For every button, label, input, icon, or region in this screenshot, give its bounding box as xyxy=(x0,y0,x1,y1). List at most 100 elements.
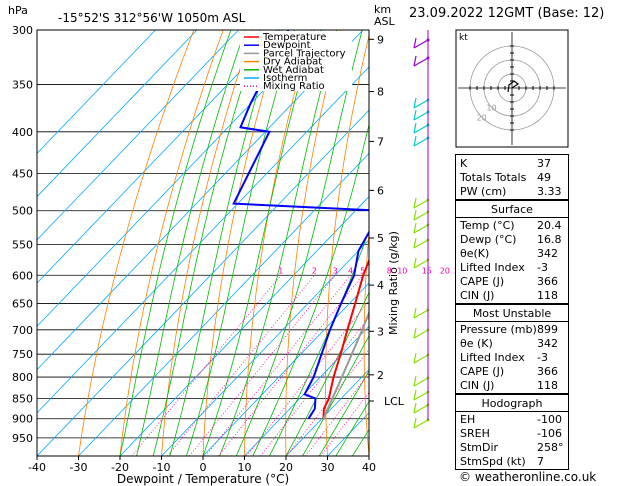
mu-pressure-label: Pressure (mb) xyxy=(460,323,537,336)
wind-barb-flag xyxy=(413,55,417,67)
wind-barb-flag xyxy=(413,109,417,121)
mixing-ratio-line xyxy=(305,372,369,456)
legend-label: Mixing Ratio xyxy=(263,81,325,92)
isotherm-line xyxy=(37,30,239,241)
mixing-ratio-label: 4 xyxy=(348,266,353,275)
dry-adiabat-line xyxy=(244,30,312,456)
surface-cape-value: 366 xyxy=(537,275,558,288)
location-title: -15°52'S 312°56'W 1050m ASL xyxy=(58,11,246,25)
most-unstable-panel: Most Unstable Pressure (mb) 899 θe (K) 3… xyxy=(455,304,569,394)
mixing-ratio-axis-title: Mixing Ratio (g/kg) xyxy=(387,231,400,335)
isotherm-line xyxy=(37,30,156,154)
x-axis-title: Dewpoint / Temperature (°C) xyxy=(117,472,289,486)
wind-barb xyxy=(413,239,429,249)
wet-adiabat-line xyxy=(252,122,369,456)
x-tick-label: 0 xyxy=(200,461,207,474)
pressure-tick-label: 750 xyxy=(12,348,33,361)
dewpoint-line xyxy=(232,30,369,420)
isotherm-line xyxy=(78,152,369,456)
km-unit-label: km xyxy=(374,3,391,16)
dry-adiabat-line xyxy=(78,30,195,456)
hodograph-ring-label: 20 xyxy=(477,113,487,122)
mixing-ratio-line xyxy=(320,391,369,456)
x-tick-label: -40 xyxy=(28,461,46,474)
isotherm-line xyxy=(285,368,369,456)
pressure-tick-label: 550 xyxy=(12,238,33,251)
wind-barb xyxy=(413,309,429,319)
mu-li-value: -3 xyxy=(537,351,548,364)
mu-cape-label: CAPE (J) xyxy=(460,365,505,378)
wind-barb-flag xyxy=(413,37,417,49)
pressure-axis: 300 350 400 450 500 550 600 650 700 750 800 850 900 9… xyxy=(12,24,33,445)
mixing-ratio-label: 15 xyxy=(422,266,432,275)
mu-cape-value: 366 xyxy=(537,365,558,378)
mixing-ratio-line xyxy=(167,275,315,456)
hodograph-unit-label: kt xyxy=(459,33,468,43)
wind-barb xyxy=(413,391,429,401)
mu-cin-label: CIN (J) xyxy=(460,379,495,392)
wind-barb xyxy=(413,404,429,414)
surface-dewp-value: 16.8 xyxy=(537,233,562,246)
surface-li-value: -3 xyxy=(537,261,548,274)
wind-barb-flag xyxy=(413,97,417,109)
wind-barb xyxy=(413,39,429,49)
legend-label: Isotherm xyxy=(263,73,307,84)
pw-value: 3.33 xyxy=(537,185,562,198)
wind-barb-flag xyxy=(413,327,417,339)
wind-barb xyxy=(413,111,429,121)
credit-link[interactable]: © weatheronline.co.uk xyxy=(459,470,597,484)
mixing-ratio-line xyxy=(260,316,369,456)
isotherm-line xyxy=(37,30,281,284)
isotherm-line xyxy=(37,30,322,327)
mixing-ratio-line xyxy=(218,275,364,456)
legend-label: Temperature xyxy=(262,32,326,43)
wind-barb xyxy=(413,354,429,364)
isotherm-line xyxy=(37,66,369,414)
eh-label: EH xyxy=(460,413,476,426)
wind-barb-flag xyxy=(413,352,417,364)
mixing-ratio-line xyxy=(131,275,282,456)
wind-barb-flag xyxy=(413,417,417,429)
dry-adiabat-line xyxy=(604,30,629,456)
pressure-tick-label: 450 xyxy=(12,167,33,180)
x-tick-label: -10 xyxy=(153,461,171,474)
dry-adiabat-line xyxy=(202,30,283,456)
wind-barb xyxy=(413,57,429,67)
wind-barb xyxy=(413,99,429,109)
x-tick-label: 40 xyxy=(362,461,376,474)
pressure-tick-label: 400 xyxy=(12,126,33,139)
legend-label: Wet Adiabat xyxy=(263,65,324,76)
wet-adiabat-line xyxy=(235,30,363,456)
background-lines xyxy=(37,30,629,456)
wind-barb-flag xyxy=(413,257,417,269)
wind-barb-flag xyxy=(413,307,417,319)
height-tick-label: 9 xyxy=(377,33,384,46)
isotherm-line xyxy=(37,30,198,198)
wind-barb xyxy=(413,199,429,209)
pressure-tick-label: 850 xyxy=(12,392,33,405)
wind-barb xyxy=(413,419,429,429)
pw-label: PW (cm) xyxy=(460,185,507,198)
mixing-ratio-label: 8 xyxy=(387,266,392,275)
temperature-line xyxy=(322,257,369,419)
mixing-ratio-labels: 12345810152025 xyxy=(278,266,464,275)
pressure-tick-label: 600 xyxy=(12,269,33,282)
eh-value: -100 xyxy=(537,413,562,426)
wind-barb xyxy=(413,224,429,234)
height-tick-label: 4 xyxy=(377,279,384,292)
mu-thetae-label: θe (K) xyxy=(460,337,493,350)
wet-adiabat-line xyxy=(202,30,315,456)
mixing-ratio-label: 1 xyxy=(278,266,283,275)
pressure-tick-label: 950 xyxy=(12,432,33,445)
wet-adiabat-line xyxy=(136,30,246,456)
wind-barb-flag xyxy=(413,389,417,401)
surface-cin-label: CIN (J) xyxy=(460,289,495,302)
height-tick-label: LCL xyxy=(384,395,405,408)
hodograph-table-title: Hodograph xyxy=(481,397,543,410)
hpa-unit-label: hPa xyxy=(8,4,28,17)
dry-adiabat-line xyxy=(363,227,369,456)
series-lines xyxy=(232,30,369,420)
